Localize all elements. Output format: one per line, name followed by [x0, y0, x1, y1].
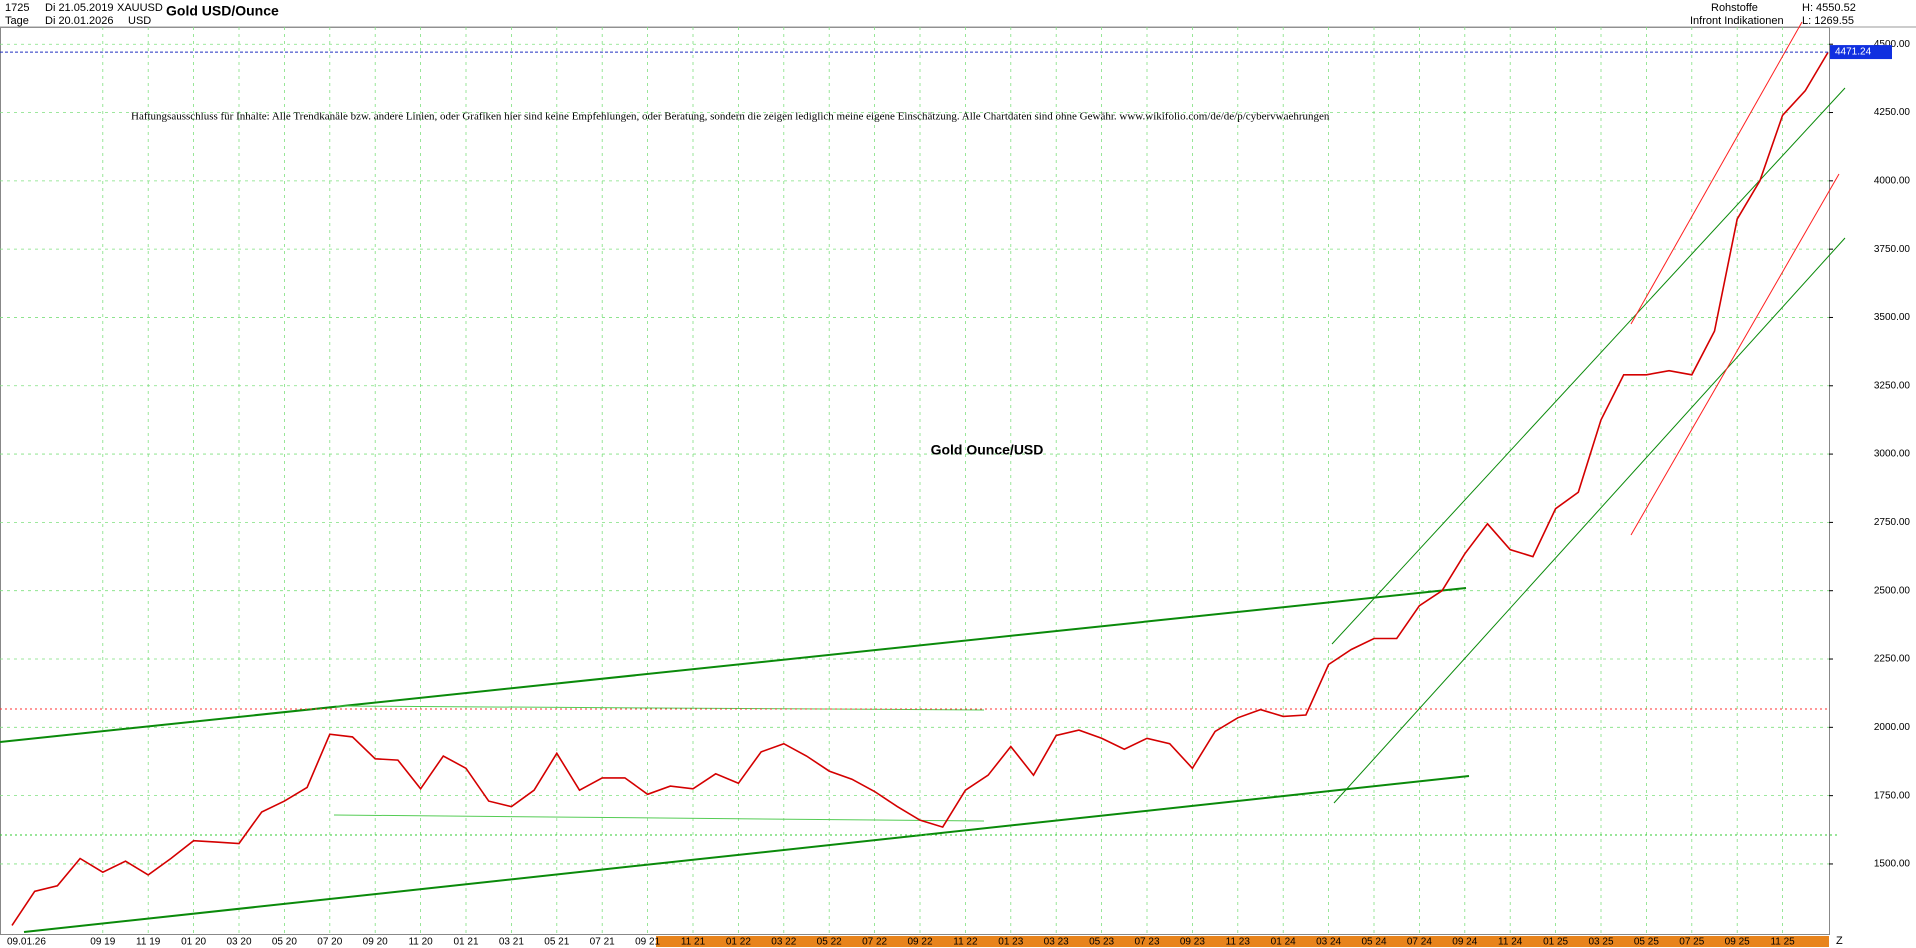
x-tick-label: 09 24 — [1452, 937, 1477, 948]
cursor-label: 09.01.26 — [7, 937, 46, 948]
y-tick-label: 1750.00 — [1874, 790, 1911, 801]
y-tick-label: 3500.00 — [1874, 312, 1911, 323]
y-tick-label: 2250.00 — [1874, 654, 1911, 665]
x-tick-label: 03 20 — [226, 937, 251, 948]
grid — [0, 27, 1829, 935]
trend-line — [0, 587, 1467, 743]
x-tick-label: 09 21 — [635, 937, 660, 948]
y-tick-label: 4000.00 — [1874, 175, 1911, 186]
x-tick-label: 05 22 — [817, 937, 842, 948]
x-tick-label: 11 21 — [681, 937, 706, 948]
x-tick-label: 05 25 — [1634, 937, 1659, 948]
x-tick-label: 11 19 — [136, 937, 161, 948]
x-tick-label: 07 22 — [862, 937, 887, 948]
trend-line — [333, 814, 985, 822]
x-tick-label: 11 22 — [953, 937, 978, 948]
disclaimer: Haftungsausschluss für Inhalte: Alle Tre… — [131, 111, 1330, 123]
x-tick-label: 09 23 — [1180, 937, 1205, 948]
x-tick-label: 07 21 — [590, 937, 615, 948]
x-tick-label: 09 20 — [363, 937, 388, 948]
marks — [11, 51, 1829, 926]
x-tick-label: 01 23 — [998, 937, 1023, 948]
y-tick-label: 4500.00 — [1874, 39, 1911, 50]
source: Infront Indikationen — [1690, 15, 1784, 27]
last-price-box — [1830, 45, 1892, 60]
y-tick-label: 2500.00 — [1874, 585, 1911, 596]
x-tick-label: 03 22 — [771, 937, 796, 948]
y-tick-label: 3250.00 — [1874, 380, 1911, 391]
x-tick-label: 01 25 — [1543, 937, 1568, 948]
group: Rohstoffe — [1711, 2, 1758, 14]
x-tick-label: 01 20 — [181, 937, 206, 948]
high: H: 4550.52 — [1802, 2, 1856, 14]
y-tick-label: 4250.00 — [1874, 107, 1911, 118]
x-tick-label: 11 20 — [408, 937, 433, 948]
x-tick-label: 09 19 — [90, 937, 115, 948]
x-tick-label: 09 22 — [907, 937, 932, 948]
axis-highlight — [656, 936, 1829, 947]
x-tick-label: 01 22 — [726, 937, 751, 948]
end-date: Di 20.01.2026 — [45, 15, 114, 27]
trend-line — [1333, 237, 1846, 804]
x-tick-label: 07 24 — [1407, 937, 1432, 948]
x-tick-label: 09 25 — [1725, 937, 1750, 948]
chart-title: Gold Ounce/USD — [931, 442, 1044, 458]
y-tick-label: 2750.00 — [1874, 517, 1911, 528]
x-tick-label: 05 23 — [1089, 937, 1114, 948]
x-tick-label: 07 20 — [317, 937, 342, 948]
bar-count: 1725 — [5, 2, 29, 14]
x-tick-label: 01 24 — [1271, 937, 1296, 948]
x-tick-label: 03 24 — [1316, 937, 1341, 948]
y-tick-label: 1500.00 — [1874, 859, 1911, 870]
currency: USD — [128, 15, 151, 27]
corner-label: Z — [1836, 935, 1843, 947]
x-tick-label: 01 21 — [453, 937, 478, 948]
x-tick-label: 03 21 — [499, 937, 524, 948]
trend-line — [1630, 21, 1803, 325]
x-tick-label: 07 23 — [1134, 937, 1159, 948]
last-price-label: 4471.24 — [1835, 47, 1872, 58]
x-tick-label: 05 20 — [272, 937, 297, 948]
period: Tage — [5, 15, 29, 27]
x-tick-label: 05 24 — [1361, 937, 1386, 948]
price-line — [11, 51, 1829, 926]
low: L: 1269.55 — [1802, 15, 1854, 27]
x-tick-label: 07 25 — [1679, 937, 1704, 948]
y-tick-label: 3000.00 — [1874, 449, 1911, 460]
x-tick-label: 11 23 — [1226, 937, 1251, 948]
trend-line — [1630, 173, 1840, 536]
trend-line — [23, 775, 1470, 933]
x-tick-label: 11 25 — [1770, 937, 1795, 948]
x-tick-label: 05 21 — [544, 937, 569, 948]
start-date: Di 21.05.2019 — [45, 2, 114, 14]
x-tick-label: 11 24 — [1498, 937, 1523, 948]
symbol: XAUUSD — [117, 2, 163, 14]
y-tick-label: 3750.00 — [1874, 244, 1911, 255]
y-tick-label: 2000.00 — [1874, 722, 1911, 733]
x-tick-label: 03 23 — [1044, 937, 1069, 948]
header-title: Gold USD/Ounce — [166, 3, 279, 19]
x-tick-label: 03 25 — [1588, 937, 1613, 948]
